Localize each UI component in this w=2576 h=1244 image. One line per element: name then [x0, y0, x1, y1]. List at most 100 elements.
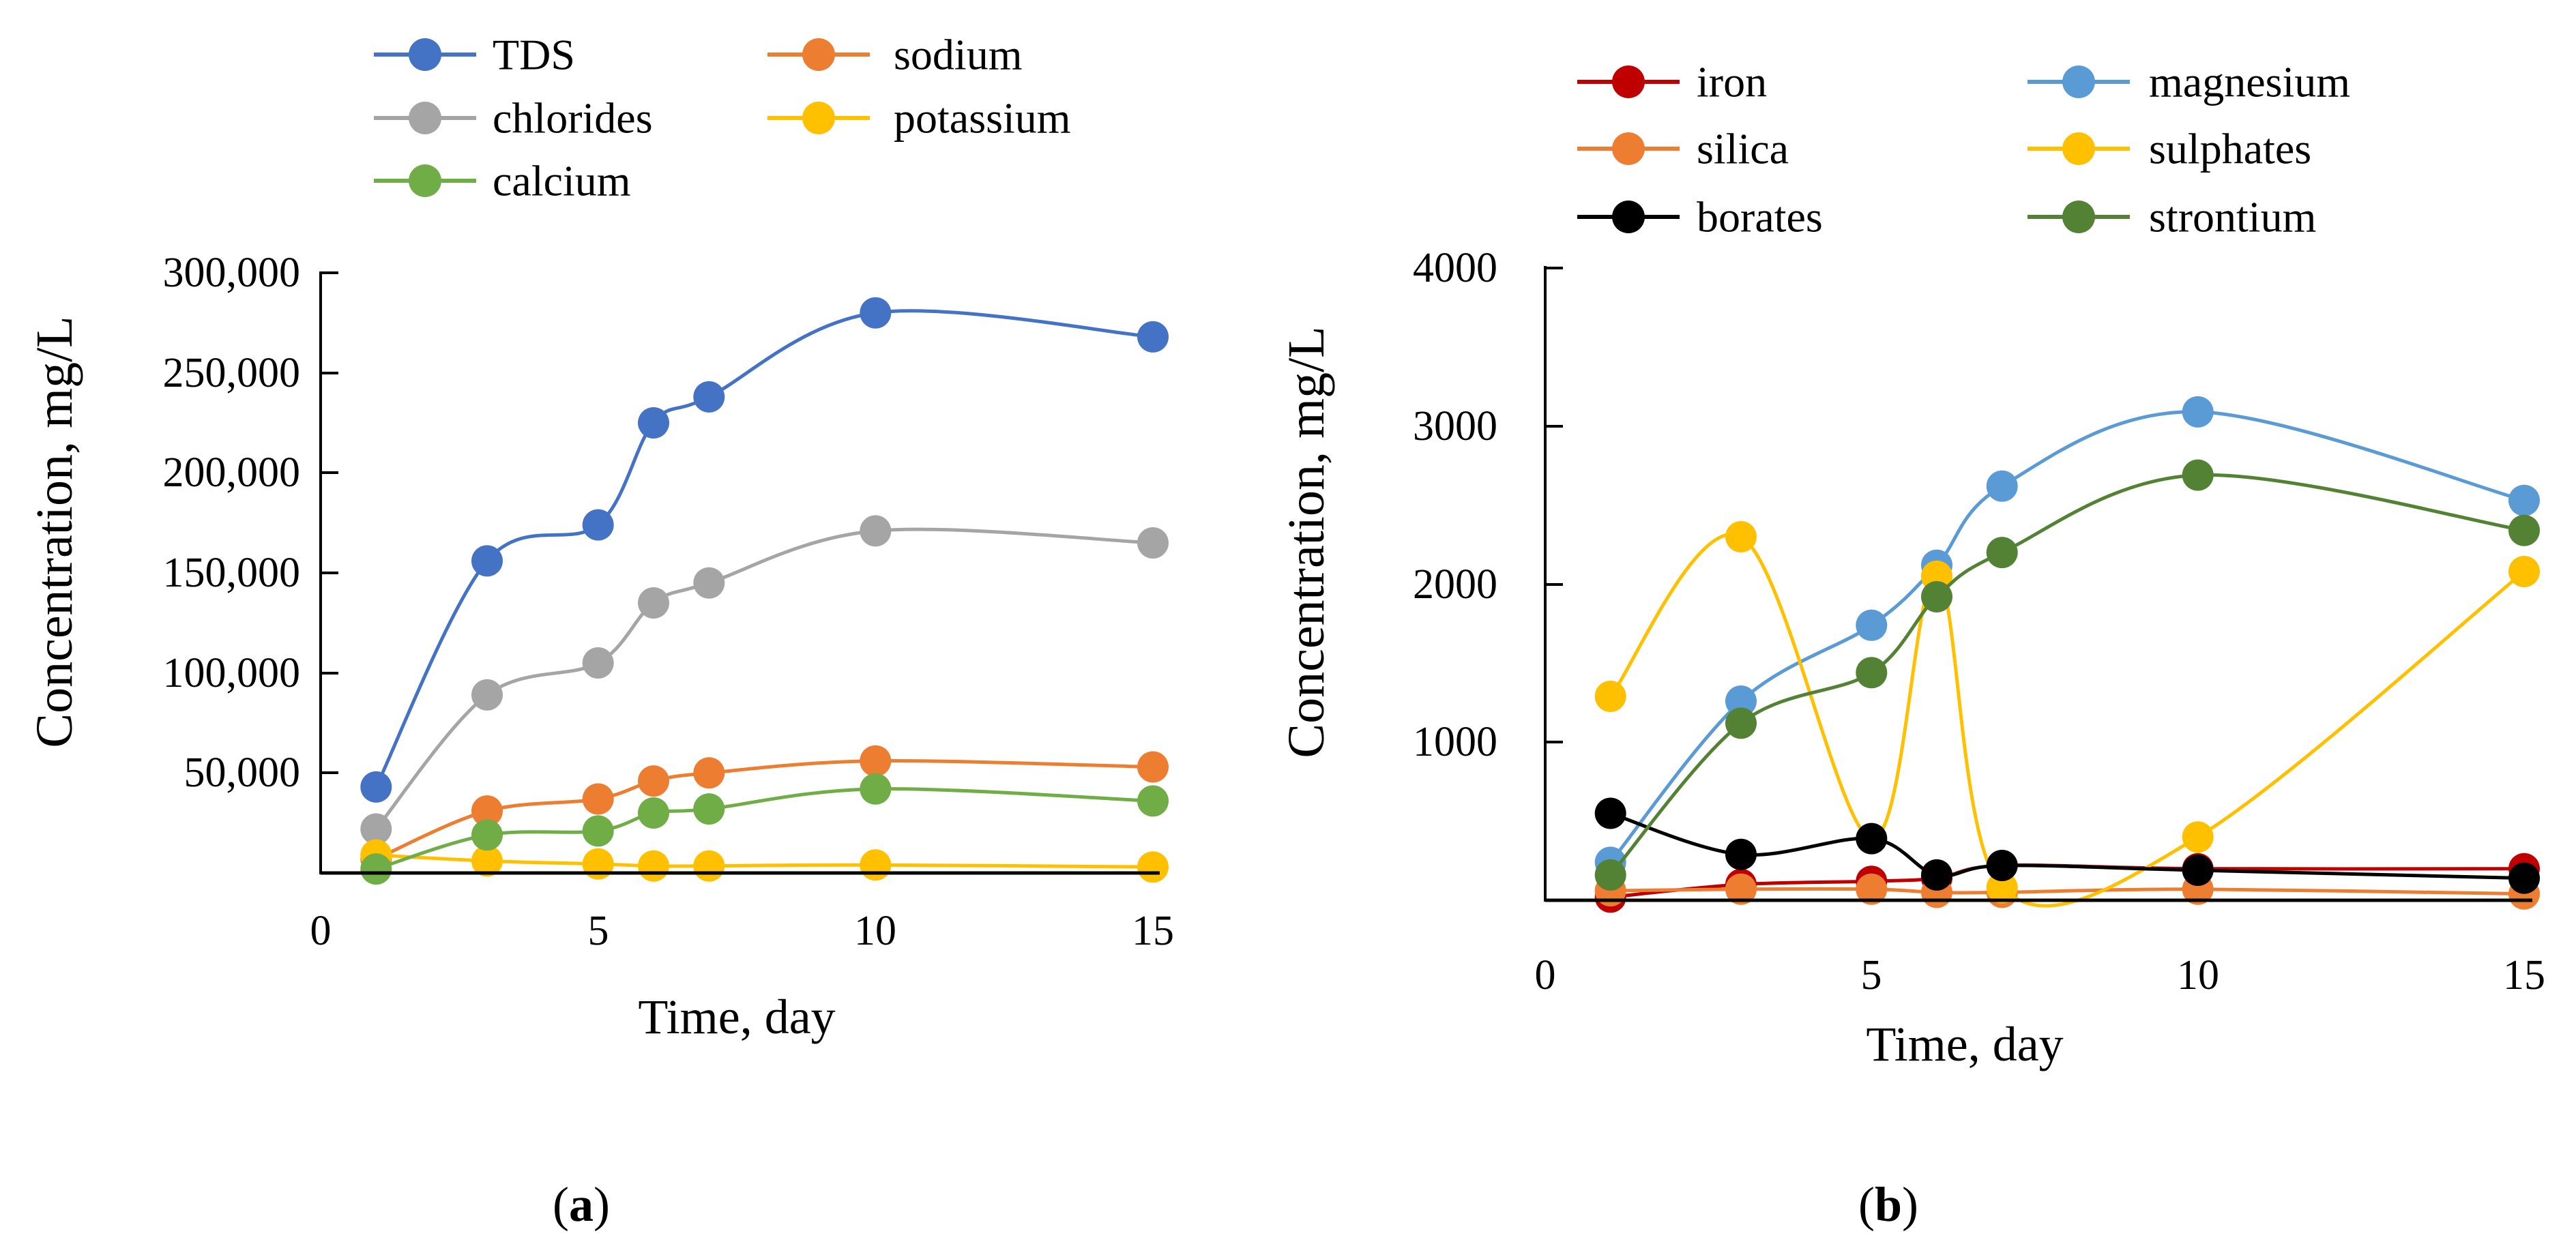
data-point-tds [860, 297, 892, 329]
legend-label-borates: borates [1697, 193, 1823, 241]
series-chlorides [360, 515, 1169, 845]
data-point-chlorides [860, 515, 892, 547]
series-tds [360, 297, 1169, 803]
data-point-chlorides [1137, 527, 1169, 559]
legend-label-potassium: potassium [894, 94, 1071, 143]
plot-area-a [360, 297, 1169, 885]
data-point-potassium [582, 848, 614, 880]
data-point-strontium [2508, 514, 2540, 546]
panel-label-a-open: ( [553, 1177, 569, 1232]
data-point-strontium [2182, 459, 2214, 491]
legend-label-strontium: strontium [2149, 193, 2316, 241]
plot-area-b [1594, 396, 2540, 913]
legend-marker-sulphates [2062, 132, 2095, 165]
data-point-borates [2182, 855, 2214, 886]
data-point-potassium [860, 849, 892, 881]
data-point-calcium [471, 819, 503, 851]
y-tick-label-a: 50,000 [184, 750, 301, 796]
chart-panel-b: iron magnesium silica sulphates borates [1278, 58, 2545, 1232]
data-point-strontium [1986, 537, 2018, 569]
y-tick-label-a: 150,000 [163, 550, 301, 596]
x-tick-label-a: 0 [310, 908, 332, 954]
data-point-borates [1725, 838, 1757, 870]
y-tick-label-a: 300,000 [163, 250, 301, 296]
data-point-tds [1137, 321, 1169, 353]
legend-label-calcium: calcium [493, 157, 631, 205]
data-point-sodium [582, 783, 614, 815]
legend-marker-magnesium [2062, 65, 2095, 98]
chart-panel-a: TDS sodium chlorides potassium calcium [26, 31, 1174, 1232]
legend-marker-silica [1612, 132, 1645, 165]
panel-label-a: (a) [553, 1177, 610, 1232]
legend-entry-calcium: calcium [374, 157, 631, 205]
x-axis-title-a: Time, day [638, 990, 835, 1044]
legend-label-sulphates: sulphates [2149, 125, 2311, 173]
data-point-potassium [693, 850, 725, 882]
data-point-magnesium [1725, 685, 1757, 717]
legend-marker-strontium [2062, 201, 2095, 233]
legend-label-magnesium: magnesium [2149, 58, 2350, 106]
x-tick-label-b: 10 [2177, 952, 2219, 998]
legend-marker-sodium [802, 38, 835, 71]
data-point-sodium [693, 757, 725, 789]
legend-label-silica: silica [1697, 125, 1789, 173]
data-point-borates [2508, 862, 2540, 894]
data-point-sulphates [1725, 521, 1757, 552]
data-point-strontium [1725, 707, 1757, 739]
legend-label-chlorides: chlorides [493, 94, 653, 143]
x-tick-label-b: 15 [2503, 952, 2545, 998]
data-point-chlorides [638, 587, 669, 619]
x-tick-label-a: 10 [854, 908, 896, 954]
series-strontium [1594, 459, 2540, 891]
data-point-chlorides [693, 567, 725, 599]
data-point-tds [360, 771, 392, 803]
data-point-sulphates [1594, 681, 1626, 712]
y-tick-label-b: 4000 [1413, 245, 1497, 291]
data-point-strontium [1921, 581, 1952, 612]
y-axis-title-a: Concentration, mg/L [26, 316, 83, 747]
data-point-chlorides [471, 679, 503, 711]
y-tick-label-b: 2000 [1413, 561, 1497, 608]
data-point-borates [1594, 797, 1626, 829]
legend-marker-calcium [409, 164, 441, 197]
legend-entry-strontium: strontium [2028, 193, 2316, 241]
y-tick-label-b: 3000 [1413, 403, 1497, 449]
legend-marker-tds [409, 38, 441, 71]
data-point-calcium [638, 797, 669, 829]
legend-marker-chlorides [409, 102, 441, 134]
legend-label-sodium: sodium [894, 31, 1022, 79]
data-point-magnesium [2182, 396, 2214, 428]
data-point-tds [582, 509, 614, 541]
data-point-calcium [360, 853, 392, 885]
panel-label-b-close: ) [1902, 1177, 1918, 1232]
legend-entry-magnesium: magnesium [2028, 58, 2350, 106]
series-magnesium [1594, 396, 2540, 878]
legend-label-tds: TDS [493, 31, 575, 79]
panel-label-b-open: ( [1858, 1177, 1875, 1232]
legend-marker-potassium [802, 102, 835, 134]
x-tick-label-b: 5 [1861, 952, 1882, 998]
data-point-calcium [1137, 785, 1169, 817]
data-point-borates [1986, 850, 2018, 881]
data-point-potassium [638, 850, 669, 882]
panel-label-b: (b) [1858, 1177, 1918, 1232]
legend-marker-iron [1612, 65, 1645, 98]
data-point-strontium [1594, 859, 1626, 891]
legend-entry-sodium: sodium [767, 31, 1022, 79]
data-point-tds [638, 407, 669, 439]
panel-label-a-close: ) [594, 1177, 610, 1232]
data-point-magnesium [2508, 484, 2540, 516]
x-axis-title-b: Time, day [1866, 1017, 2063, 1071]
data-point-sulphates [1986, 872, 2018, 904]
data-point-potassium [471, 845, 503, 877]
data-point-sodium [638, 765, 669, 797]
legend-entry-tds: TDS [374, 31, 575, 79]
legend-entry-iron: iron [1577, 58, 1767, 106]
data-point-sodium [860, 745, 892, 777]
data-point-silica [1725, 873, 1757, 905]
y-tick-label-a: 200,000 [163, 449, 301, 496]
x-tick-label-b: 0 [1535, 952, 1556, 998]
x-tick-label-a: 15 [1132, 908, 1174, 954]
legend-label-iron: iron [1697, 58, 1767, 106]
legend-b: iron magnesium silica sulphates borates [1577, 58, 2350, 241]
